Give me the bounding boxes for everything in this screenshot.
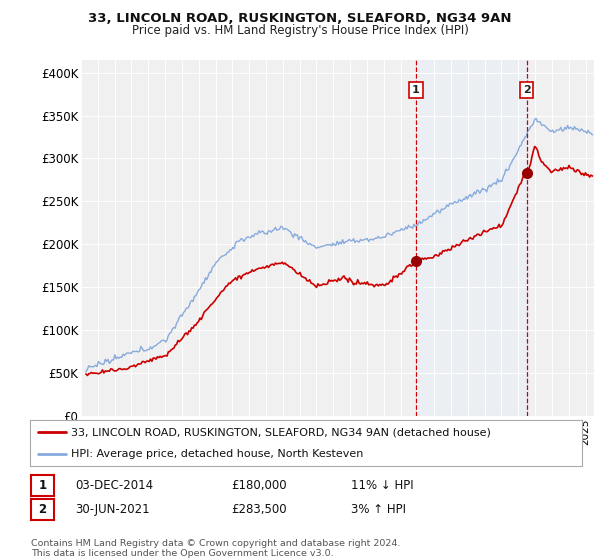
Bar [416,60,527,416]
Text: 2: 2 [523,85,530,95]
Text: 11% ↓ HPI: 11% ↓ HPI [351,479,413,492]
Text: 33, LINCOLN ROAD, RUSKINGTON, SLEAFORD, NG34 9AN (detached house): 33, LINCOLN ROAD, RUSKINGTON, SLEAFORD, … [71,427,491,437]
Text: Contains HM Land Registry data © Crown copyright and database right 2024.
This d: Contains HM Land Registry data © Crown c… [31,539,401,558]
Text: HPI: Average price, detached house, North Kesteven: HPI: Average price, detached house, Nort… [71,449,364,459]
Text: 03-DEC-2014: 03-DEC-2014 [75,479,153,492]
Text: Price paid vs. HM Land Registry's House Price Index (HPI): Price paid vs. HM Land Registry's House … [131,24,469,36]
Text: 1: 1 [38,479,47,492]
Text: £180,000: £180,000 [231,479,287,492]
Text: 33, LINCOLN ROAD, RUSKINGTON, SLEAFORD, NG34 9AN: 33, LINCOLN ROAD, RUSKINGTON, SLEAFORD, … [88,12,512,25]
Text: 3% ↑ HPI: 3% ↑ HPI [351,503,406,516]
Text: 30-JUN-2021: 30-JUN-2021 [75,503,149,516]
Text: 2: 2 [38,503,47,516]
Text: £283,500: £283,500 [231,503,287,516]
Text: 1: 1 [412,85,420,95]
